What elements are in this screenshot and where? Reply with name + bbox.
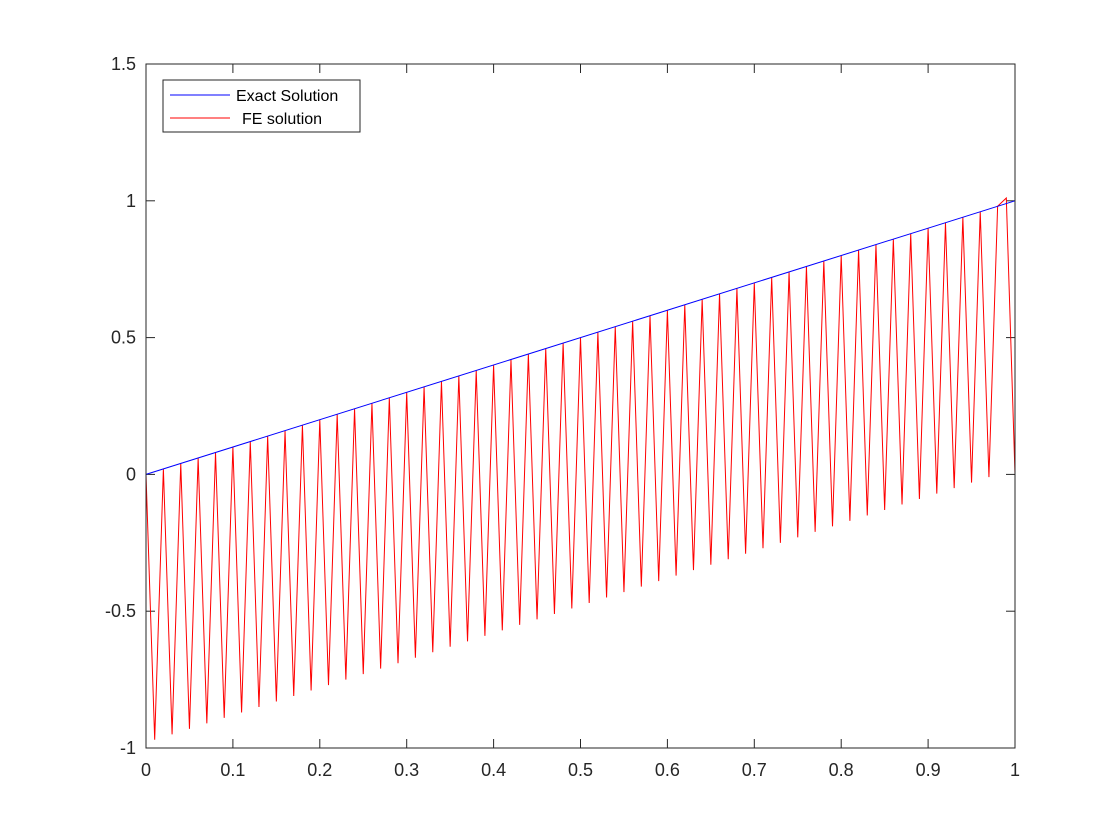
x-tick-label: 1 — [1010, 760, 1020, 780]
legend-box — [162, 79, 361, 133]
series-layer — [145, 196, 1016, 740]
legend: Exact Solution FE solution — [162, 79, 361, 133]
x-tick-label: 0.5 — [568, 760, 593, 780]
axes-box — [145, 63, 1016, 749]
x-tick-label: 0.9 — [916, 760, 941, 780]
x-tick-label: 0 — [141, 760, 151, 780]
x-tick-label: 0.1 — [220, 760, 245, 780]
tick-labels: 0 0.1 0.2 0.3 0.4 0.5 0.6 0.7 0.8 0.9 1 -1 -0.5 0 0.5 1… — [105, 54, 1020, 780]
series-line-exact-solution — [145, 200, 1016, 475]
x-tick-label: 0.2 — [307, 760, 332, 780]
x-tick-label: 0.4 — [481, 760, 506, 780]
y-tick-label: 1.5 — [111, 54, 136, 74]
x-tick-label: 0.7 — [742, 760, 767, 780]
y-tick-label: 1 — [126, 191, 136, 211]
x-tick-label: 0.8 — [829, 760, 854, 780]
y-tick-label: 0 — [126, 464, 136, 484]
legend-label-exact-solution: Exact Solution — [236, 88, 338, 105]
plot-area — [146, 64, 1015, 748]
y-tick-label: -1 — [120, 738, 136, 758]
y-tick-label: -0.5 — [105, 601, 136, 621]
x-tick-label: 0.6 — [655, 760, 680, 780]
x-tick-label: 0.3 — [394, 760, 419, 780]
legend-label-fe-solution: FE solution — [242, 111, 322, 128]
y-tick-label: 0.5 — [111, 328, 136, 348]
